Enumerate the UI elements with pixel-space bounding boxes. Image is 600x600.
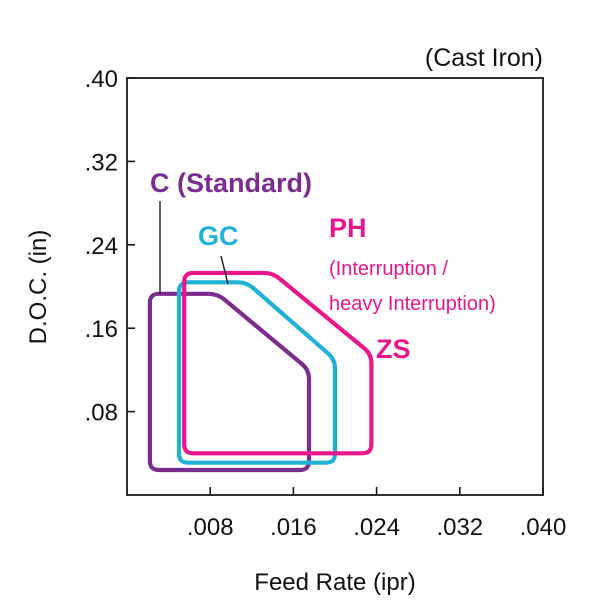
series-outline-c-standard <box>147 291 312 473</box>
series-label-c-standard: C (Standard) <box>150 168 312 198</box>
x-tick-label: .040 <box>520 514 567 541</box>
y-tick-label: .16 <box>85 316 118 343</box>
chart-subtitle: (Cast Iron) <box>425 44 543 72</box>
x-tick-label: .016 <box>270 514 317 541</box>
y-tick-label: .08 <box>85 400 118 427</box>
x-axis-label: Feed Rate (ipr) <box>254 569 415 596</box>
series-label-ph-subtext-2: heavy Interruption) <box>329 293 496 315</box>
x-axis-ticks: .008 .016 .024 .032 .040 <box>187 487 567 541</box>
x-tick-label: .008 <box>187 514 234 541</box>
series-layer <box>147 270 374 473</box>
series-outline-ph-zs <box>182 270 374 456</box>
series-outline-gc <box>176 280 338 465</box>
series-label-ph-subtext-1: (Interruption / <box>329 258 448 280</box>
x-tick-label: .032 <box>436 514 483 541</box>
y-tick-label: .24 <box>85 233 118 260</box>
series-label-gc: GC <box>198 221 239 251</box>
y-tick-label: .32 <box>85 149 118 176</box>
gc-label-connector <box>220 255 229 285</box>
y-axis-label: D.O.C. (in) <box>25 230 52 345</box>
y-tick-label: .40 <box>85 66 118 93</box>
series-label-zs: ZS <box>376 334 411 364</box>
y-axis-ticks: .08 .16 .24 .32 .40 <box>85 66 135 427</box>
series-label-ph: PH <box>329 213 367 243</box>
x-tick-label: .024 <box>353 514 400 541</box>
plot-frame <box>126 77 544 496</box>
